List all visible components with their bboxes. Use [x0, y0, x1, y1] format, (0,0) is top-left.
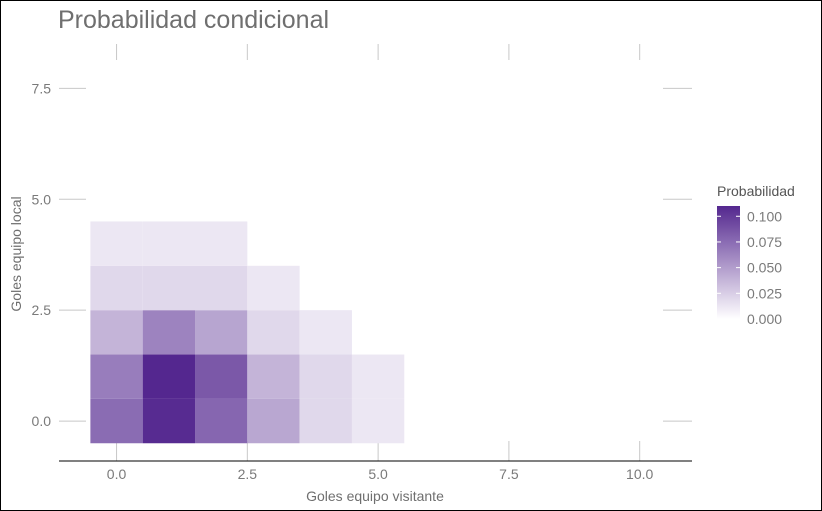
x-tick-label: 2.5 — [238, 466, 258, 482]
heatmap-cell — [142, 221, 196, 266]
heatmap-cell — [247, 398, 300, 444]
y-tick-label: 7.5 — [32, 80, 52, 96]
legend: Probabilidad 0.000 0.025 0.050 0.075 0.100 — [717, 183, 795, 327]
heatmap-cell — [195, 310, 248, 355]
legend-colorbar — [717, 206, 740, 319]
heatmap-cell — [142, 310, 196, 355]
heatmap-cell — [195, 398, 248, 444]
heatmap-cell — [247, 354, 300, 399]
x-tick-label: 7.5 — [499, 466, 519, 482]
heatmap-cell — [90, 310, 143, 355]
heatmap-cell — [299, 310, 352, 355]
legend-tick-label: 0.075 — [747, 234, 782, 250]
y-tick-label: 2.5 — [32, 302, 52, 318]
heatmap-cell — [299, 398, 352, 444]
legend-tick-label: 0.025 — [747, 285, 782, 301]
heatmap-cell — [142, 354, 196, 399]
heatmap-cell — [195, 354, 248, 399]
heatmap-cell — [351, 354, 405, 399]
chart-title: Probabilidad condicional — [58, 6, 329, 34]
cells-layer — [90, 221, 405, 444]
heatmap-cell — [299, 354, 352, 399]
legend-title: Probabilidad — [717, 183, 795, 199]
heatmap-cell — [195, 221, 248, 266]
heatmap-cell — [195, 265, 248, 311]
legend-tick-label: 0.000 — [747, 311, 782, 327]
x-tick-label: 0.0 — [107, 466, 127, 482]
y-tick-label: 5.0 — [32, 191, 52, 207]
axes-layer: 0.0 2.5 5.0 7.5 0.0 2.5 5.0 7.5 10.0 — [32, 80, 692, 482]
heatmap-cell — [351, 398, 405, 444]
x-tick-label: 10.0 — [626, 466, 653, 482]
y-axis-title: Goles equipo local — [8, 196, 24, 311]
legend-tick-label: 0.100 — [747, 208, 782, 224]
x-tick-label: 5.0 — [368, 466, 388, 482]
heatmap-cell — [90, 221, 143, 266]
heatmap-cell — [247, 265, 300, 311]
x-axis-title: Goles equipo visitante — [306, 488, 444, 504]
heatmap-cell — [142, 398, 196, 444]
y-tick-label: 0.0 — [32, 413, 52, 429]
heatmap-cell — [90, 354, 143, 399]
heatmap-cell — [90, 265, 143, 311]
heatmap-cell — [142, 265, 196, 311]
heatmap-cell — [90, 398, 143, 444]
grid-layer — [59, 44, 692, 461]
legend-tick-label: 0.050 — [747, 260, 782, 276]
heatmap-cell — [247, 310, 300, 355]
